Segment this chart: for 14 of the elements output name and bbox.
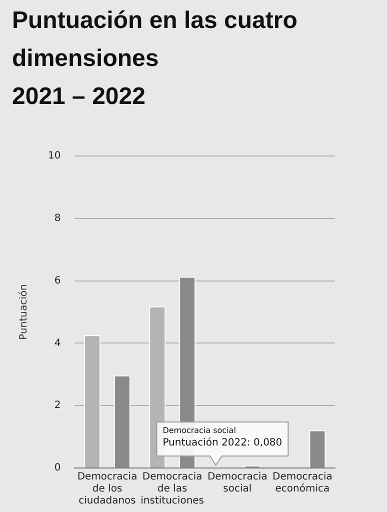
y-tick-label: 6: [54, 275, 61, 286]
chart-title: Puntuación en las cuatro dimensiones 2021 – 2022: [12, 6, 298, 112]
y-axis-title: Puntuación: [18, 284, 30, 340]
y-tick-label: 2: [54, 400, 61, 412]
annotation: Democracia social: [162, 426, 236, 436]
y-tick-label: 10: [48, 150, 61, 162]
annotation: Puntuación 2022: 0,080: [162, 438, 282, 449]
x-tick-label: Democracia de los ciudadanos: [77, 472, 138, 507]
y-tick-label: 4: [54, 338, 61, 349]
x-tick-label: Democracia de las instituciones: [140, 472, 204, 507]
y-tick-label: 8: [54, 212, 61, 224]
x-tick-label: Democracia social: [207, 472, 268, 495]
x-tick-label: Democracia económica: [272, 472, 332, 495]
y-tick-label: 0: [54, 462, 61, 474]
